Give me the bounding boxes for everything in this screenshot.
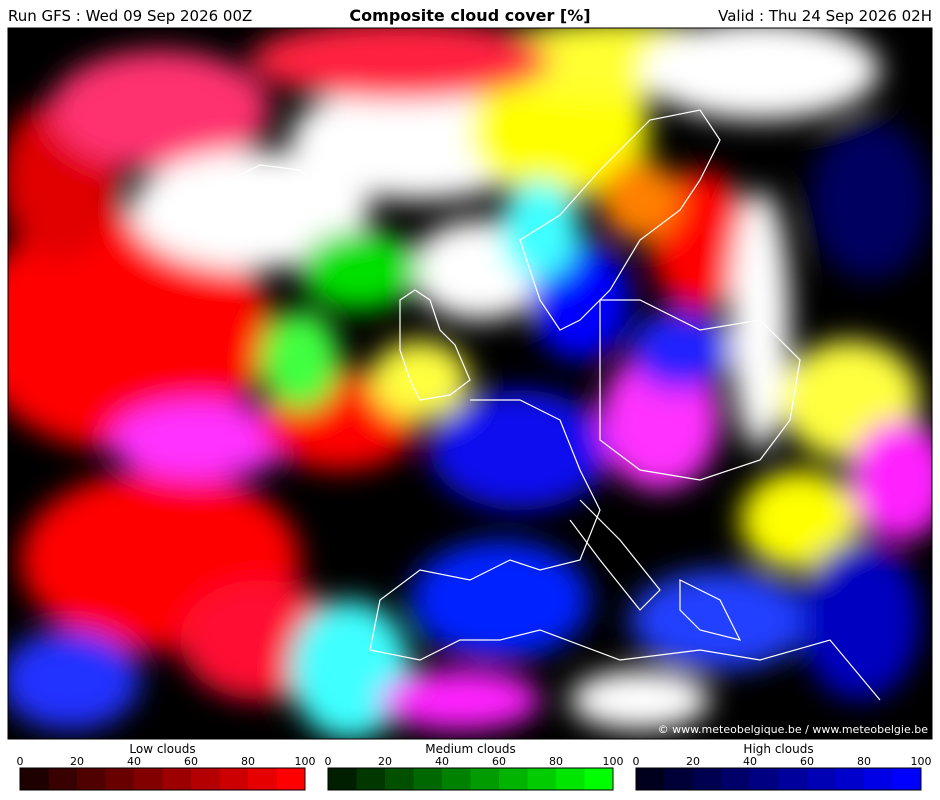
tick-label: 0 (325, 755, 332, 768)
color-swatch (693, 768, 722, 790)
map-title: Composite cloud cover [%] (349, 6, 590, 25)
color-swatch (328, 768, 357, 790)
color-swatch (864, 768, 893, 790)
color-swatch (892, 768, 922, 790)
color-swatch (499, 768, 528, 790)
tick-label: 40 (743, 755, 757, 768)
color-swatch (835, 768, 865, 790)
color-swatch (778, 768, 808, 790)
color-swatch (556, 768, 585, 790)
legend-label: High clouds (743, 742, 813, 756)
run-info: Run GFS : Wed 09 Sep 2026 00Z (8, 7, 252, 25)
color-swatch (162, 768, 192, 790)
legend-label: Medium clouds (425, 742, 516, 756)
color-swatch (470, 768, 500, 790)
tick-label: 0 (17, 755, 24, 768)
tick-label: 0 (633, 755, 640, 768)
color-swatch (356, 768, 386, 790)
legend-label: Low clouds (129, 742, 195, 756)
tick-label: 60 (492, 755, 506, 768)
tick-label: 100 (295, 755, 316, 768)
tick-label: 40 (127, 755, 141, 768)
tick-label: 60 (800, 755, 814, 768)
tick-label: 20 (378, 755, 392, 768)
map-frame (7, 27, 933, 740)
color-swatch (134, 768, 163, 790)
color-swatch (413, 768, 443, 790)
colorbar-frame (19, 767, 306, 791)
tick-label: 20 (686, 755, 700, 768)
cloud-map: © www.meteobelgique.be / www.meteobelgie… (8, 28, 932, 739)
colorbar-frame (635, 767, 922, 791)
color-swatch (527, 768, 557, 790)
tick-label: 80 (549, 755, 563, 768)
color-swatch (77, 768, 106, 790)
color-swatch (105, 768, 135, 790)
tick-label: 80 (241, 755, 255, 768)
color-swatch (219, 768, 249, 790)
colorbar-frame (327, 767, 614, 791)
tick-label: 100 (603, 755, 624, 768)
color-swatch (276, 768, 306, 790)
color-swatch (664, 768, 694, 790)
tick-label: 40 (435, 755, 449, 768)
valid-info: Valid : Thu 24 Sep 2026 02H (718, 7, 932, 25)
color-swatch (442, 768, 471, 790)
color-swatch (20, 768, 49, 790)
color-swatch (48, 768, 78, 790)
color-swatch (750, 768, 779, 790)
credit: © www.meteobelgique.be / www.meteobelgie… (658, 723, 929, 736)
tick-label: 60 (184, 755, 198, 768)
color-swatch (385, 768, 414, 790)
color-swatch (584, 768, 614, 790)
color-swatch (248, 768, 277, 790)
tick-label: 20 (70, 755, 84, 768)
legends: Low clouds 0 20 40 60 80 100 Medium clouds 0 20 40… (17, 742, 932, 791)
tick-label: 80 (857, 755, 871, 768)
color-swatch (807, 768, 836, 790)
color-swatch (636, 768, 665, 790)
color-swatch (721, 768, 751, 790)
tick-label: 100 (911, 755, 932, 768)
color-swatch (191, 768, 220, 790)
